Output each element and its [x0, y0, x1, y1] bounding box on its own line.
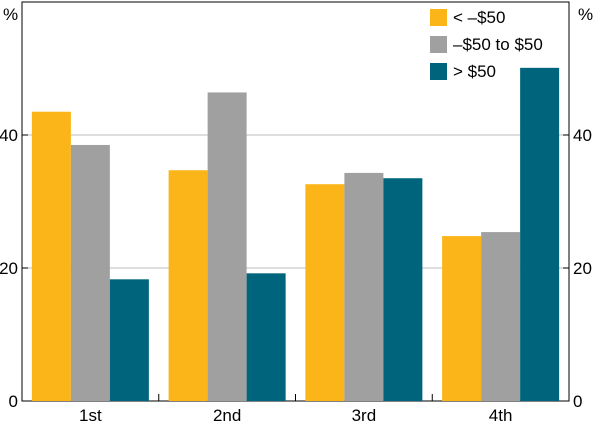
legend: < –$50 –$50 to $50 > $50 — [430, 8, 543, 81]
legend-label: > $50 — [453, 62, 496, 81]
bar — [481, 232, 521, 401]
bar — [246, 273, 286, 401]
y-tick-label-left: 40 — [0, 126, 18, 145]
bar — [31, 111, 71, 401]
legend-swatch — [430, 36, 447, 53]
y-tick-label-left: 0 — [9, 392, 18, 411]
bar — [168, 170, 208, 401]
legend-swatch — [430, 9, 447, 26]
legend-label: –$50 to $50 — [453, 35, 543, 54]
legend-label: < –$50 — [453, 8, 505, 27]
x-tick-label: 2nd — [213, 406, 241, 425]
y-unit-right: % — [578, 5, 593, 24]
x-tick-label: 1st — [79, 406, 102, 425]
bar — [344, 172, 384, 401]
x-tick-label: 4th — [489, 406, 513, 425]
bar — [383, 178, 423, 401]
y-tick-label-right: 20 — [573, 259, 592, 278]
y-ticks-right: 0 20 40 — [573, 126, 592, 411]
legend-swatch — [430, 63, 447, 80]
y-tick-label-right: 40 — [573, 126, 592, 145]
axes — [22, 134, 569, 402]
bar — [109, 279, 149, 401]
bar — [70, 144, 110, 401]
y-tick-label-left: 20 — [0, 259, 18, 278]
y-tick-label-right: 0 — [573, 392, 582, 411]
bar — [442, 236, 482, 401]
bar — [207, 92, 247, 401]
x-tick-label: 3rd — [352, 406, 377, 425]
x-ticks: 1st 2nd 3rd 4th — [79, 406, 512, 425]
y-ticks-left: 0 20 40 — [0, 126, 18, 411]
bar — [305, 184, 345, 401]
bars — [31, 67, 560, 402]
y-unit-left: % — [3, 5, 18, 24]
bar — [520, 67, 560, 402]
